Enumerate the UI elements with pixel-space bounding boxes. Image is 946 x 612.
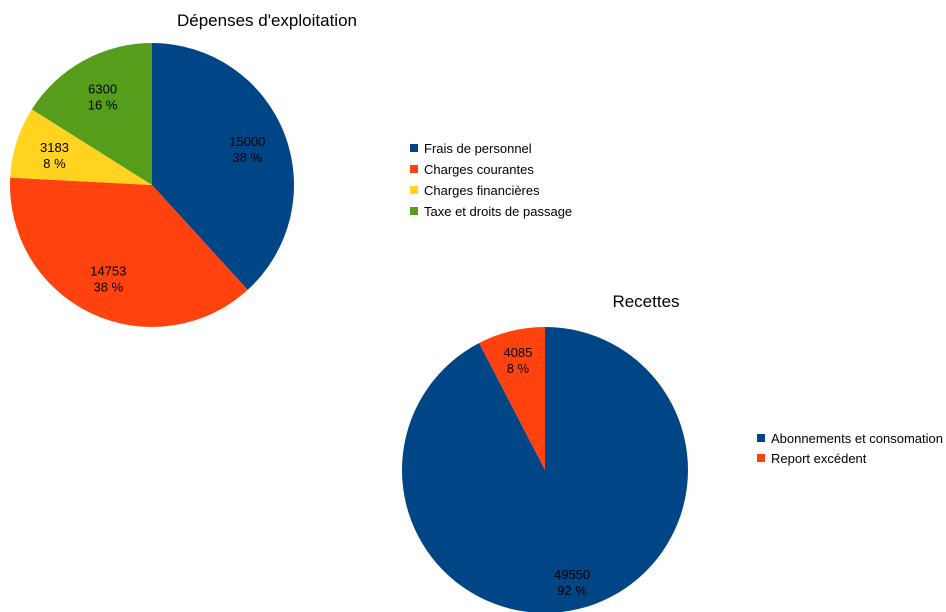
- legend-label-charges-courantes: Charges courantes: [424, 162, 534, 177]
- expenses-pie-chart: Dépenses d'exploitation 15000 38 % 14753 38…: [9, 11, 572, 328]
- pie-slice-frais-de-personnel: [152, 43, 295, 290]
- slice-value-label-abonnements-et-consomation: 49550 92 %: [554, 567, 590, 598]
- legend-swatch-taxe-et-droits-de-passage: [410, 207, 418, 215]
- expenses-slice-labels: 15000 38 % 14753 38 % 3183 8 % 6300 16 %: [40, 82, 265, 295]
- revenue-slice-labels: 49550 92 % 4085 8 %: [503, 345, 590, 598]
- legend-swatch-abonnements-et-consomation: [757, 434, 765, 442]
- slice-value-label-frais-de-personnel: 15000 38 %: [229, 134, 265, 165]
- slice-value-label-charges-financieres: 3183 8 %: [40, 140, 69, 171]
- legend-label-taxe-et-droits-de-passage: Taxe et droits de passage: [424, 204, 572, 219]
- slice-value-label-taxe-et-droits-de-passage: 6300 16 %: [88, 82, 118, 113]
- expenses-slices: [9, 43, 295, 328]
- pie-slice-abonnements-et-consomation: [402, 327, 688, 612]
- slice-value-label-report-excedent: 4085 8 %: [503, 345, 532, 376]
- legend-swatch-frais-de-personnel: [410, 144, 418, 152]
- legend-label-frais-de-personnel: Frais de personnel: [424, 141, 532, 156]
- slice-value-label-charges-courantes: 14753 38 %: [90, 263, 126, 294]
- legend-swatch-report-excedent: [757, 454, 765, 462]
- legend-label-abonnements-et-consomation: Abonnements et consomation: [771, 431, 943, 446]
- revenue-pie-chart: Recettes 49550 92 % 4085 8 % Abonnements et…: [402, 292, 943, 612]
- legend-label-report-excedent: Report excédent: [771, 451, 867, 466]
- legend-label-charges-financieres: Charges financières: [424, 183, 540, 198]
- pie-slice-taxe-et-droits-de-passage: [31, 43, 153, 185]
- pie-slice-charges-financieres: [10, 109, 152, 185]
- legend-swatch-charges-financieres: [410, 186, 418, 194]
- expenses-legend: Frais de personnel Charges courantes Charg…: [410, 141, 572, 219]
- revenue-chart-title: Recettes: [612, 292, 679, 311]
- expenses-chart-title: Dépenses d'exploitation: [177, 11, 357, 30]
- pie-slice-report-excedent: [479, 327, 545, 470]
- pie-slice-charges-courantes: [9, 177, 248, 328]
- revenue-slices: [402, 327, 688, 612]
- legend-swatch-charges-courantes: [410, 165, 418, 173]
- revenue-legend: Abonnements et consomation Report excéden…: [757, 431, 943, 466]
